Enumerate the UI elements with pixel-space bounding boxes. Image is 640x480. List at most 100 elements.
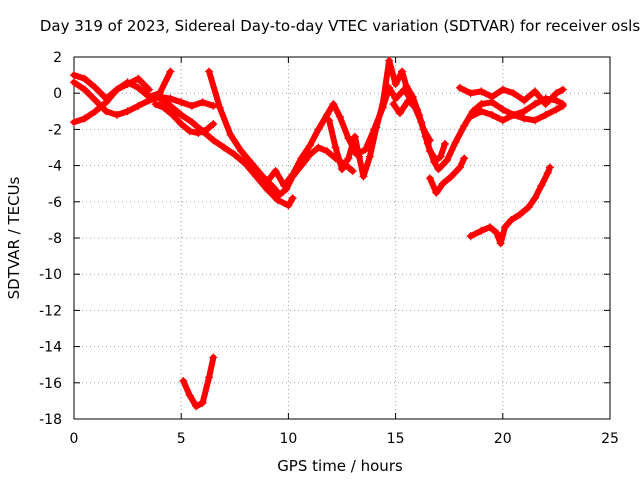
data-point	[541, 100, 550, 109]
data-point	[198, 398, 207, 407]
data-point	[273, 195, 282, 204]
data-point	[520, 96, 529, 105]
x-tick-label: 25	[601, 431, 619, 447]
data-point	[402, 81, 411, 90]
x-axis-tick-labels: 0 5 10 15 20 25	[70, 431, 619, 447]
x-tick-label: 5	[177, 431, 186, 447]
data-point	[314, 125, 323, 134]
axis-ticks	[73, 56, 611, 420]
x-tick-label: 10	[279, 431, 297, 447]
data-point	[395, 109, 404, 118]
data-point	[262, 177, 271, 186]
series-track-10	[455, 83, 567, 109]
data-point	[205, 67, 214, 76]
series-line-track-3	[71, 79, 217, 118]
data-point	[166, 94, 175, 103]
data-point	[314, 143, 323, 152]
data-point	[443, 156, 452, 165]
data-point	[455, 163, 464, 172]
data-point	[344, 154, 353, 163]
data-point	[220, 143, 229, 152]
data-point	[166, 67, 175, 76]
y-tick-label: -6	[48, 195, 62, 211]
data-point	[413, 105, 422, 114]
data-point	[134, 83, 143, 92]
data-point	[361, 145, 370, 154]
series-track-5	[155, 94, 297, 210]
data-point	[477, 107, 486, 116]
data-point	[545, 163, 554, 172]
data-point	[179, 376, 188, 385]
data-point	[496, 239, 505, 248]
data-point	[460, 121, 469, 130]
series-line-track-5	[156, 95, 296, 209]
y-tick-label: -16	[39, 376, 62, 392]
data-point	[530, 100, 539, 109]
y-axis-tick-labels: -18 -16 -14 -12 -10 -8 -6 -4 -2 0 2	[39, 50, 62, 428]
data-point	[305, 141, 314, 150]
data-point	[134, 101, 143, 110]
data-point	[436, 152, 445, 161]
data-point	[530, 194, 539, 203]
data-point	[460, 154, 469, 163]
data-point	[247, 159, 256, 168]
series-track-11	[466, 101, 567, 125]
data-point	[275, 190, 284, 199]
data-point	[177, 110, 186, 119]
data-point	[477, 100, 486, 109]
x-axis-label: GPS time / hours	[277, 457, 403, 475]
data-point	[492, 228, 501, 237]
data-point	[389, 100, 398, 109]
data-point	[552, 96, 561, 105]
data-point	[398, 67, 407, 76]
data-point	[145, 96, 154, 105]
data-point	[552, 89, 561, 98]
data-point	[498, 85, 507, 94]
data-point	[145, 85, 154, 94]
data-point	[348, 167, 357, 176]
data-point	[524, 203, 533, 212]
data-point	[425, 174, 434, 183]
data-point	[269, 183, 278, 192]
y-tick-label: -8	[48, 231, 62, 247]
data-point	[102, 98, 111, 107]
data-point	[70, 118, 78, 127]
data-point	[558, 85, 567, 94]
y-tick-label: -4	[48, 159, 62, 175]
data-point	[91, 96, 100, 105]
series-line-track-12	[467, 164, 553, 247]
data-point	[543, 168, 552, 177]
data-point	[344, 134, 353, 143]
data-point	[365, 152, 374, 161]
data-point	[404, 96, 413, 105]
data-point	[432, 156, 441, 165]
data-point	[151, 100, 160, 109]
data-point	[466, 89, 475, 98]
data-series	[70, 56, 567, 411]
data-point	[434, 165, 443, 174]
data-point	[187, 101, 196, 110]
data-point	[541, 110, 550, 119]
data-point	[385, 56, 394, 65]
y-tick-label: 0	[53, 86, 62, 102]
data-point	[123, 107, 132, 116]
data-point	[485, 223, 494, 232]
data-point	[297, 154, 306, 163]
data-point	[447, 172, 456, 181]
data-point	[425, 147, 434, 156]
data-point	[215, 103, 224, 112]
series-line-track-13	[180, 354, 217, 410]
data-point	[378, 100, 387, 109]
data-point	[205, 373, 214, 382]
data-point	[284, 201, 293, 210]
series-track-14	[389, 96, 434, 145]
series-line-track-9	[426, 155, 468, 196]
data-point	[112, 85, 121, 94]
data-point	[280, 181, 289, 190]
data-point	[80, 114, 89, 123]
series-line-track-2	[71, 68, 174, 126]
data-point	[331, 143, 340, 152]
data-point	[325, 116, 334, 125]
series-track-9	[425, 154, 469, 197]
